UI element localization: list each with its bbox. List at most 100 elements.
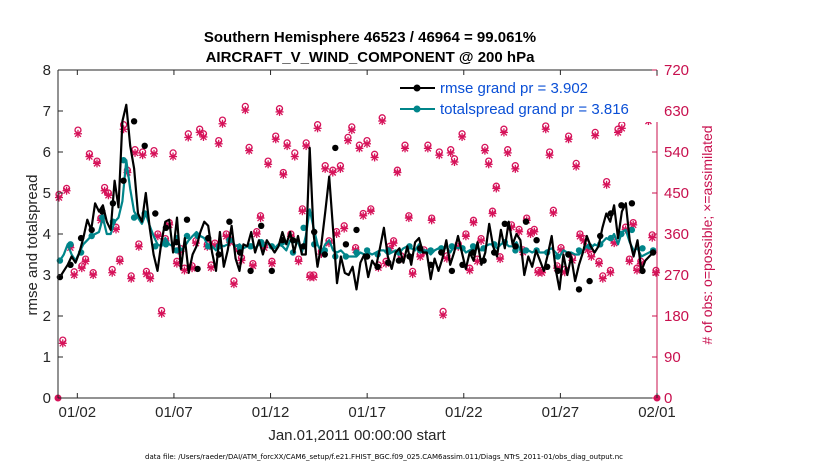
y-tick-label-right: 630 (664, 103, 689, 120)
obs-assimilated-marker (92, 159, 101, 168)
rmse-point (311, 228, 318, 236)
rmse-point (438, 249, 445, 256)
rmse-point (162, 224, 170, 231)
x-tick-label: 01/22 (445, 404, 483, 421)
y-tick-label-right: 450 (664, 185, 689, 202)
obs-assimilated-marker (469, 218, 478, 227)
obs-assimilated-marker (499, 128, 508, 137)
totalspread-point (162, 241, 170, 248)
rmse-point (554, 267, 561, 275)
rmse-point (321, 251, 328, 258)
obs-assimilated-marker (435, 151, 444, 160)
rmse-point (77, 234, 85, 242)
totalspread-point (522, 247, 530, 254)
y-tick-label-right: 360 (664, 226, 689, 243)
obs-assimilated-marker (184, 133, 193, 142)
rmse-point (194, 265, 201, 273)
obs-assimilated-marker (378, 117, 387, 126)
rmse-point (99, 208, 106, 215)
rmse-point (607, 210, 614, 217)
obs-assimilated-marker (625, 257, 634, 266)
obs-assimilated-marker (363, 139, 372, 148)
obs-assimilated-marker (602, 180, 611, 189)
chart-title-line2: AIRCRAFT_V_WIND_COMPONENT @ 200 hPa (206, 49, 536, 66)
obs-assimilated-marker (218, 119, 227, 128)
rmse-point (385, 259, 392, 266)
legend-box (395, 76, 660, 122)
rmse-point (67, 261, 74, 268)
tick-labels: 0 1 2 3 4 5 6 7 8 0 90 180 270 360 450 540 630 720 01/02 01… (43, 62, 689, 421)
obs-assimilated-marker (62, 186, 71, 195)
rmse-point (226, 218, 233, 225)
obs-assimilated-marker (313, 124, 322, 133)
y-tick-label-right: 0 (664, 390, 672, 407)
obs-assimilated-marker (606, 268, 615, 277)
totalspread-point (88, 232, 95, 240)
totalspread-point (628, 226, 636, 234)
totalspread-point (130, 214, 138, 221)
rmse-point (469, 249, 477, 256)
y-axis-label-right: # of obs: o=possible; ×=assimilated (699, 125, 715, 344)
y-tick-label-right: 540 (664, 144, 689, 161)
obs-assimilated-marker (393, 168, 402, 177)
obs-assimilated-marker (408, 270, 417, 279)
obs-assimilated-marker (309, 273, 318, 282)
obs-assimilated-marker (127, 274, 136, 283)
rmse-point (120, 177, 127, 184)
rmse-point (639, 267, 646, 275)
obs-assimilated-marker (347, 126, 356, 135)
totalspread-point (363, 247, 371, 254)
obs-assimilated-marker (150, 149, 159, 158)
obs-assimilated-marker (54, 193, 63, 202)
y-axis-label-left: rmse and totalspread (24, 175, 41, 316)
y-tick-label-left: 6 (43, 144, 51, 161)
y-tick-label-left: 1 (43, 349, 51, 366)
obs-assimilated-marker (530, 227, 539, 236)
obs-assimilated-marker (271, 135, 280, 144)
obs-assimilated-marker (572, 162, 581, 171)
obs-assimilated-marker (241, 106, 250, 115)
obs-assimilated-marker (157, 309, 166, 318)
rmse-point (395, 257, 403, 264)
totalspread-point (67, 241, 74, 248)
obs-assimilated-marker (321, 164, 330, 173)
totalspread-point (639, 245, 646, 252)
rmse-point (268, 267, 275, 275)
rmse-point (183, 216, 191, 223)
totalspread-point (469, 243, 477, 250)
y-tick-label-left: 7 (43, 103, 51, 120)
x-tick-label: 01/27 (542, 404, 580, 421)
obs-assimilated-marker (138, 151, 147, 160)
x-tick-label: 01/07 (155, 404, 193, 421)
obs-assimilated-marker (484, 160, 493, 169)
obs-assimilated-marker (355, 144, 364, 153)
obs-assimilated-marker (112, 225, 121, 234)
obs-assimilated-marker (252, 230, 261, 238)
x-axis-label: Jan.01,2011 00:00:00 start (268, 427, 446, 444)
obs-assimilated-marker (598, 274, 607, 283)
legend-rmse-marker (413, 84, 421, 92)
rmse-point (342, 241, 350, 248)
obs-assimilated-marker (492, 184, 501, 193)
rmse-point (597, 232, 604, 240)
rmse-point (88, 226, 95, 234)
obs-assimilated-marker (214, 139, 223, 148)
obs-assimilated-marker (359, 211, 368, 220)
rmse-point (512, 243, 519, 250)
rmse-point (565, 251, 572, 258)
obs-assimilated-marker (104, 191, 113, 200)
rmse-point (374, 263, 381, 270)
obs-assimilated-marker (146, 274, 155, 283)
legend-totalspread-label: totalspread grand pr = 3.816 (440, 101, 629, 118)
totalspread-point (205, 243, 212, 250)
y-tick-label-left: 5 (43, 185, 51, 202)
obs-assimilated-marker (496, 255, 505, 264)
obs-assimilated-marker (461, 232, 470, 241)
obs-assimilated-marker (439, 311, 448, 320)
totalspread-point (300, 224, 307, 231)
totalspread-point (554, 253, 561, 260)
obs-assimilated-marker (328, 168, 337, 177)
obs-assimilated-marker (77, 264, 86, 273)
totalspread-point (99, 214, 106, 221)
obs-assimilated-marker (587, 252, 596, 261)
